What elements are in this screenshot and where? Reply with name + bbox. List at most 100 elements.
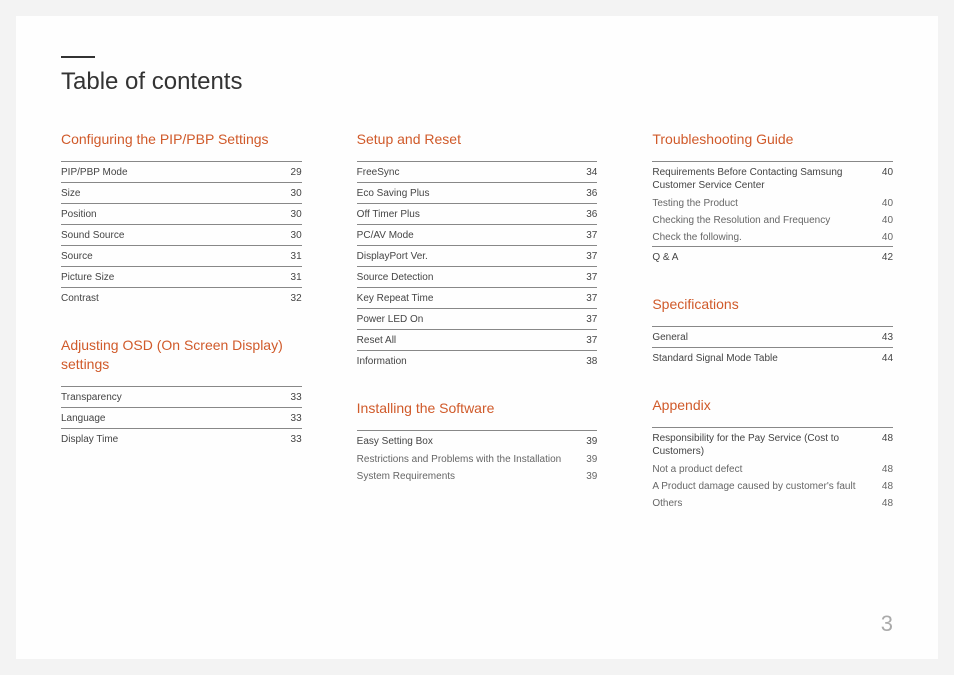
section-heading[interactable]: Setup and Reset — [357, 130, 598, 149]
toc-entry[interactable]: Standard Signal Mode Table44 — [652, 347, 893, 368]
toc-entry-label: Source — [61, 250, 291, 263]
section-heading[interactable]: Configuring the PIP/PBP Settings — [61, 130, 302, 149]
toc-entry-page: 44 — [882, 352, 893, 365]
toc-entry[interactable]: Restrictions and Problems with the Insta… — [357, 451, 598, 468]
section-heading[interactable]: Specifications — [652, 295, 893, 314]
toc-entry[interactable]: Check the following.40 — [652, 229, 893, 246]
toc-entry[interactable]: Source Detection37 — [357, 266, 598, 287]
section-heading[interactable]: Appendix — [652, 396, 893, 415]
toc-entry-label: Check the following. — [652, 231, 882, 244]
toc-entry[interactable]: Display Time33 — [61, 428, 302, 449]
toc-entry-page: 32 — [291, 292, 302, 305]
toc-section: Installing the Software Easy Setting Box3… — [357, 399, 598, 485]
toc-entry[interactable]: Responsibility for the Pay Service (Cost… — [652, 427, 893, 461]
toc-entry[interactable]: Contrast32 — [61, 287, 302, 308]
toc-entry-label: Position — [61, 208, 291, 221]
toc-entry-label: General — [652, 331, 882, 344]
toc-entry[interactable]: FreeSync34 — [357, 161, 598, 182]
toc-entry-page: 30 — [291, 208, 302, 221]
toc-entry-page: 37 — [586, 313, 597, 326]
toc-entry[interactable]: PC/AV Mode37 — [357, 224, 598, 245]
section-heading[interactable]: Troubleshooting Guide — [652, 130, 893, 149]
toc-entry-label: Eco Saving Plus — [357, 187, 587, 200]
toc-entry-label: A Product damage caused by customer's fa… — [652, 480, 882, 493]
toc-entry[interactable]: Reset All37 — [357, 329, 598, 350]
toc-entry[interactable]: System Requirements39 — [357, 468, 598, 485]
toc-entry-label: Restrictions and Problems with the Insta… — [357, 453, 587, 466]
toc-entry-page: 37 — [586, 334, 597, 347]
toc-entry-page: 39 — [586, 435, 597, 448]
toc-entry[interactable]: A Product damage caused by customer's fa… — [652, 478, 893, 495]
toc-entry-page: 37 — [586, 271, 597, 284]
toc-entry-page: 40 — [882, 166, 893, 179]
toc-entry-page: 33 — [291, 391, 302, 404]
toc-entry[interactable]: Language33 — [61, 407, 302, 428]
toc-entry[interactable]: Q & A42 — [652, 246, 893, 267]
toc-entry[interactable]: Checking the Resolution and Frequency40 — [652, 212, 893, 229]
toc-column: Troubleshooting Guide Requirements Before… — [652, 130, 893, 540]
toc-entry-page: 48 — [882, 463, 893, 476]
toc-entry-label: Q & A — [652, 251, 882, 264]
toc-entry-label: System Requirements — [357, 470, 587, 483]
toc-entry-page: 31 — [291, 271, 302, 284]
toc-entry-page: 48 — [882, 497, 893, 510]
toc-entry[interactable]: Easy Setting Box39 — [357, 430, 598, 451]
toc-entry-label: Easy Setting Box — [357, 435, 587, 448]
toc-entry-page: 29 — [291, 166, 302, 179]
toc-entry-page: 36 — [586, 208, 597, 221]
toc-entry[interactable]: Size30 — [61, 182, 302, 203]
toc-entry-label: PIP/PBP Mode — [61, 166, 291, 179]
page-title: Table of contents — [61, 68, 893, 96]
toc-section: Troubleshooting Guide Requirements Before… — [652, 130, 893, 267]
toc-entry[interactable]: Off Timer Plus36 — [357, 203, 598, 224]
toc-entry-page: 36 — [586, 187, 597, 200]
toc-entry[interactable]: Transparency33 — [61, 386, 302, 407]
toc-entry-label: Picture Size — [61, 271, 291, 284]
toc-entry-label: Transparency — [61, 391, 291, 404]
toc-entry-page: 31 — [291, 250, 302, 263]
toc-entry-label: Source Detection — [357, 271, 587, 284]
toc-entry-label: Display Time — [61, 433, 291, 446]
toc-entry[interactable]: PIP/PBP Mode29 — [61, 161, 302, 182]
toc-entry[interactable]: Picture Size31 — [61, 266, 302, 287]
section-heading[interactable]: Adjusting OSD (On Screen Display) settin… — [61, 336, 302, 374]
toc-entry[interactable]: Information38 — [357, 350, 598, 371]
page-number: 3 — [881, 611, 893, 637]
toc-entry-label: Requirements Before Contacting Samsung C… — [652, 166, 882, 192]
toc-section: Adjusting OSD (On Screen Display) settin… — [61, 336, 302, 449]
toc-entry-label: Reset All — [357, 334, 587, 347]
toc-entry-page: 33 — [291, 412, 302, 425]
toc-entry[interactable]: Position30 — [61, 203, 302, 224]
toc-entry-page: 43 — [882, 331, 893, 344]
toc-entry-label: Size — [61, 187, 291, 200]
toc-entry-page: 30 — [291, 187, 302, 200]
toc-entry-page: 37 — [586, 292, 597, 305]
toc-entry-page: 34 — [586, 166, 597, 179]
toc-entry[interactable]: Power LED On37 — [357, 308, 598, 329]
toc-entry-label: Key Repeat Time — [357, 292, 587, 305]
toc-entry-page: 48 — [882, 432, 893, 445]
toc-entry-label: Standard Signal Mode Table — [652, 352, 882, 365]
toc-entry[interactable]: Source31 — [61, 245, 302, 266]
toc-entry[interactable]: DisplayPort Ver.37 — [357, 245, 598, 266]
toc-entry-page: 38 — [586, 355, 597, 368]
section-heading[interactable]: Installing the Software — [357, 399, 598, 418]
toc-entry[interactable]: Others48 — [652, 495, 893, 512]
toc-entry-label: DisplayPort Ver. — [357, 250, 587, 263]
toc-entry-label: Language — [61, 412, 291, 425]
toc-entry[interactable]: Not a product defect48 — [652, 461, 893, 478]
toc-entry-label: Contrast — [61, 292, 291, 305]
toc-entry[interactable]: Eco Saving Plus36 — [357, 182, 598, 203]
toc-entry[interactable]: Testing the Product40 — [652, 195, 893, 212]
toc-section: Setup and ResetFreeSync34Eco Saving Plus… — [357, 130, 598, 371]
toc-entry[interactable]: Sound Source30 — [61, 224, 302, 245]
toc-entry-label: FreeSync — [357, 166, 587, 179]
toc-entry-label: Responsibility for the Pay Service (Cost… — [652, 432, 882, 458]
toc-entry-label: Sound Source — [61, 229, 291, 242]
toc-entry[interactable]: General43 — [652, 326, 893, 347]
toc-entry[interactable]: Key Repeat Time37 — [357, 287, 598, 308]
toc-entry-page: 40 — [882, 231, 893, 244]
toc-entry-label: Information — [357, 355, 587, 368]
toc-entry[interactable]: Requirements Before Contacting Samsung C… — [652, 161, 893, 195]
toc-entry-page: 37 — [586, 229, 597, 242]
